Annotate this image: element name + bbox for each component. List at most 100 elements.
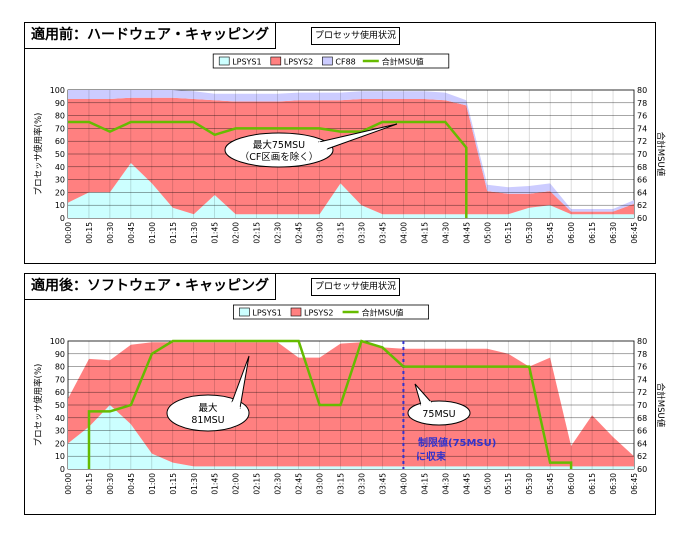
area-lpsys2 [68,342,634,467]
x-tick-label: 02:15 [253,222,262,244]
y2-tick-label: 74 [637,375,647,384]
x-tick-label: 01:00 [148,473,157,495]
chart-svg-after: 0 10 20 30 40 50 60 70 80 90 100 60 62 64 66 68 70 72 74 76… [33,304,666,495]
x-tick-label: 00:30 [106,222,115,244]
x-tick-label: 06:45 [630,473,639,495]
y-tick-label: 90 [55,350,65,359]
y-tick-label: 50 [55,401,65,410]
x-tick-label: 02:45 [295,473,304,495]
chart-subtitle: プロセッサ使用状況 [311,278,401,296]
y-tick-label: 50 [55,150,65,159]
x-tick-label: 03:15 [337,473,346,495]
x-tick-label: 04:15 [420,473,429,495]
y2-tick-label: 70 [637,401,647,410]
x-tick-label: 04:15 [420,222,429,244]
chart-title: 適用前：ハードウェア・キャッピング [25,23,276,49]
x-tick-label: 06:15 [588,222,597,244]
legend-label: LPSYS1 [232,58,261,67]
y-tick-label: 100 [50,86,65,95]
y2-tick-label: 74 [637,124,647,133]
y2-tick-label: 62 [637,452,647,461]
y-tick-label: 70 [55,375,65,384]
y2-tick-label: 76 [637,112,647,121]
y2-tick-label: 68 [637,414,647,423]
x-tick-label: 06:00 [567,222,576,244]
legend-label: 合計MSU値 [382,57,424,67]
y2-tick-label: 60 [637,214,647,223]
x-tick-label: 03:00 [316,473,325,495]
x-tick-label: 00:15 [85,473,94,495]
legend-label: CF88 [335,58,355,67]
y2-tick-label: 66 [637,176,647,185]
area-lpsys1 [68,163,634,218]
y-tick-label: 90 [55,99,65,108]
area-lpsys1 [68,405,634,469]
callout-text: 81MSU [191,415,224,426]
legend-label: 合計MSU値 [362,308,404,318]
y2-axis-label: 合計MSU値 [655,132,666,177]
legend-swatch [322,56,333,66]
y-axis-label: プロセッサ使用率(%) [33,113,44,196]
x-tick-label: 05:15 [504,222,513,244]
callout-text: 75MSU [422,409,455,420]
x-tick-label: 03:30 [357,473,366,495]
x-tick-label: 03:45 [378,473,387,495]
x-tick-label: 01:30 [190,473,199,495]
y2-tick-label: 60 [637,465,647,474]
y2-tick-label: 76 [637,363,647,372]
y2-tick-label: 70 [637,150,647,159]
x-tick-label: 06:15 [588,473,597,495]
legend: LPSYS1 LPSYS2 合計MSU値 [232,304,429,320]
x-tick-label: 00:00 [64,473,73,495]
callout-bubble [407,400,471,426]
y2-tick-label: 78 [637,350,647,359]
x-tick-label: 01:45 [211,473,220,495]
x-tick-label: 05:30 [525,222,534,244]
y-tick-label: 60 [55,137,65,146]
chart-panel-before: 適用前：ハードウェア・キャッピング プロセッサ使用状況 0 10 20 30 40 50 6… [24,22,666,264]
callout-pointer-join [420,401,432,406]
x-tick-label: 00:45 [127,473,136,495]
x-tick-label: 04:45 [462,222,471,244]
x-tick-label: 05:00 [483,222,492,244]
x-tick-label: 04:30 [441,473,450,495]
annotation-limit: 制限値(75MSU)に収束 [416,436,496,463]
x-tick-label: 01:15 [169,473,178,495]
y-tick-label: 30 [55,427,65,436]
y-tick-label: 80 [55,363,65,372]
legend-swatch [290,307,302,317]
y-tick-label: 80 [55,112,65,121]
legend-box [232,304,429,320]
callout-bubble [166,394,250,432]
x-tick-label: 00:00 [64,222,73,244]
legend-swatch [218,56,230,66]
x-tick-label: 05:30 [525,473,534,495]
y2-tick-label: 80 [637,337,647,346]
y2-tick-label: 80 [637,86,647,95]
x-tick-label: 03:00 [316,222,325,244]
x-tick-label: 01:15 [169,222,178,244]
annotation-limit-text: 制限値(75MSU) [418,436,496,449]
x-tick-label: 04:00 [399,222,408,244]
x-tick-label: 03:45 [378,222,387,244]
y-tick-label: 100 [50,337,65,346]
annotation-75msu: 75MSU [407,383,471,426]
area-lpsys2 [68,97,634,215]
y-axis-label: プロセッサ使用率(%) [33,364,44,447]
x-tick-label: 05:00 [483,473,492,495]
x-tick-label: 02:00 [232,473,241,495]
x-tick-label: 02:45 [295,222,304,244]
y-tick-label: 40 [55,163,65,172]
y2-tick-label: 68 [637,163,647,172]
series-line-msu [87,339,573,469]
y-tick-label: 0 [60,214,65,223]
annotation-limit-text: に収束 [416,450,447,463]
x-tick-label: 01:30 [190,222,199,244]
x-tick-label: 06:45 [630,222,639,244]
x-tick-label: 05:45 [546,222,555,244]
y-tick-label: 40 [55,414,65,423]
x-tick-label: 02:15 [253,473,262,495]
x-tick-label: 00:45 [127,222,136,244]
x-tick-label: 06:30 [609,222,618,244]
